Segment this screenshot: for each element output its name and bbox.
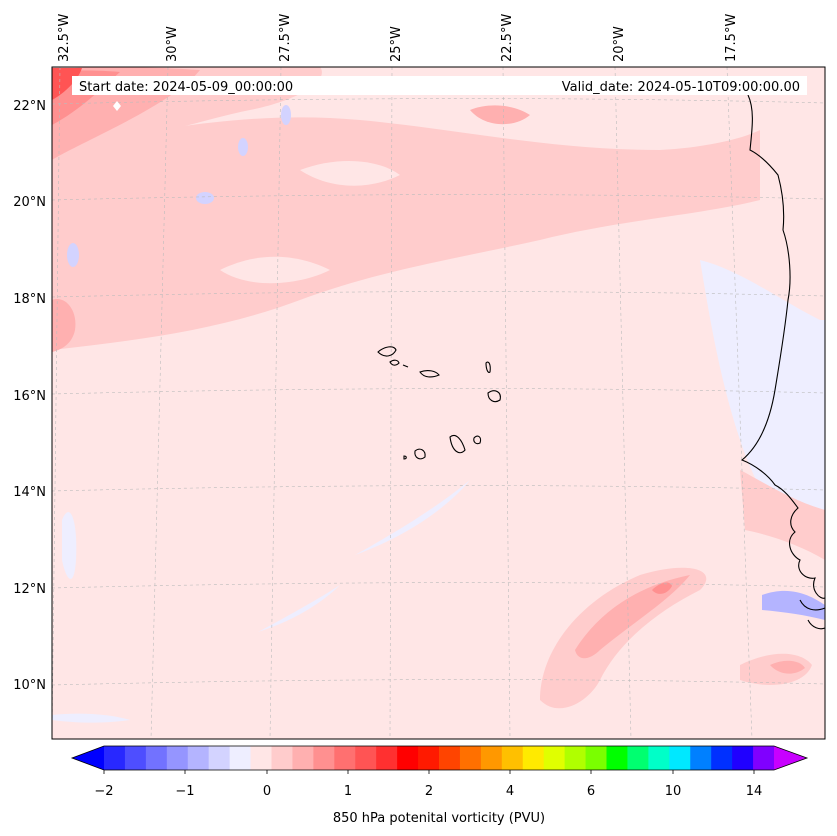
colorbar-swatch xyxy=(522,746,545,770)
lat-label: 12°N xyxy=(13,582,46,597)
colorbar-tick-label: 4 xyxy=(506,784,514,799)
colorbar-swatch xyxy=(208,746,231,770)
colorbar-swatch xyxy=(271,746,293,770)
colorbar-swatch xyxy=(166,746,189,770)
colorbar-swatch xyxy=(145,746,168,770)
colorbar-tick-label: 2 xyxy=(425,784,433,799)
pv-band-north xyxy=(52,117,760,350)
pv-neg-3 xyxy=(281,105,291,125)
colorbar-swatch xyxy=(104,746,126,770)
colorbar-tick-label: 0 xyxy=(263,784,271,799)
colorbar-tick-label: −2 xyxy=(94,784,113,799)
lat-label: 20°N xyxy=(13,195,46,210)
colorbar-tick-label: 1 xyxy=(344,784,352,799)
pv-band-se xyxy=(540,567,707,709)
graticule xyxy=(51,66,826,740)
header-box xyxy=(72,76,807,95)
pv-filament-3 xyxy=(62,512,77,579)
colorbar-swatch xyxy=(690,746,712,770)
pv-neg-sw xyxy=(52,713,130,723)
longitude-labels: 32.5°W 30°W 27.5°W 25°W 22.5°W 20°W 17.5… xyxy=(57,14,739,62)
lat-label: 14°N xyxy=(13,485,46,500)
lat-label: 10°N xyxy=(13,678,46,693)
colorbar-swatch xyxy=(292,746,314,770)
cape-verde-islands xyxy=(377,346,501,460)
colorbar-extend-max xyxy=(774,746,807,770)
colorbar-swatch xyxy=(711,746,733,770)
lon-label: 20°W xyxy=(612,26,627,62)
colorbar-swatch xyxy=(124,746,147,770)
colorbar-swatch xyxy=(627,746,649,770)
marker-diamond xyxy=(113,101,121,111)
colorbar-swatch xyxy=(439,746,461,770)
colorbar-swatch xyxy=(585,746,607,770)
colorbar-swatch xyxy=(313,746,335,770)
pv-lobe-west xyxy=(52,299,76,352)
colorbar-swatch xyxy=(732,746,754,770)
pv-coast-pos-3 xyxy=(770,660,805,674)
pv-neg-4 xyxy=(238,138,248,156)
colorbar-swatch xyxy=(669,746,691,770)
pv-coast-pos xyxy=(740,470,825,560)
colorbar-swatch xyxy=(397,746,419,770)
colorbar-ticks: −2 −1 0 1 2 4 6 10 14 xyxy=(94,784,762,799)
colorbar-swatch xyxy=(564,746,587,770)
lat-label: 22°N xyxy=(13,99,46,114)
pv-patch-3 xyxy=(470,105,530,125)
coastline xyxy=(740,94,826,630)
colorbar-swatch xyxy=(418,746,440,770)
map-frame xyxy=(51,66,826,740)
lon-label: 17.5°W xyxy=(724,14,739,62)
lon-label: 27.5°W xyxy=(278,14,293,62)
colorbar-title: 850 hPa potenital vorticity (PVU) xyxy=(333,811,545,826)
pv-neg-2 xyxy=(196,192,214,204)
pv-patch-1 xyxy=(220,256,330,284)
colorbar-tick-label: −1 xyxy=(175,784,194,799)
colorbar-swatch xyxy=(543,746,566,770)
colorbar-tick-label: 10 xyxy=(665,784,682,799)
valid-date-label: Valid_date: 2024-05-10T09:00:00.00 xyxy=(562,80,800,95)
colorbar-swatch xyxy=(229,746,252,770)
colorbar-swatch xyxy=(753,746,775,770)
pv-band-se-core xyxy=(652,582,672,594)
colorbar-extend-min xyxy=(72,746,104,770)
pv-coast-neg xyxy=(762,590,825,620)
lon-label: 22.5°W xyxy=(500,14,515,62)
lat-label: 16°N xyxy=(13,389,46,404)
pv-patch-2 xyxy=(300,160,400,186)
colorbar-swatch xyxy=(459,746,482,770)
lon-label: 25°W xyxy=(389,26,404,62)
colorbar-tick-label: 14 xyxy=(746,784,763,799)
lon-label: 32.5°W xyxy=(57,14,72,62)
colorbar-swatch xyxy=(376,746,398,770)
pv-band-se-inner xyxy=(575,575,690,659)
colorbar-swatch xyxy=(355,746,377,770)
colorbar-swatch xyxy=(648,746,670,770)
start-date-label: Start date: 2024-05-09_00:00:00 xyxy=(79,80,293,95)
lat-label: 18°N xyxy=(13,292,46,307)
latitude-labels: 22°N 20°N 18°N 16°N 14°N 12°N 10°N xyxy=(13,99,46,693)
colorbar-swatch xyxy=(334,746,356,770)
colorbar-swatch xyxy=(480,746,503,770)
colorbar-swatch xyxy=(606,746,628,770)
pv-neg-east xyxy=(700,260,825,560)
colorbar xyxy=(70,745,809,774)
colorbar-swatch xyxy=(501,746,524,770)
colorbar-tick-label: 6 xyxy=(587,784,595,799)
lon-label: 30°W xyxy=(165,26,180,62)
pv-neg-1 xyxy=(67,243,79,267)
colorbar-swatch xyxy=(250,746,272,770)
colorbar-swatch xyxy=(187,746,210,770)
